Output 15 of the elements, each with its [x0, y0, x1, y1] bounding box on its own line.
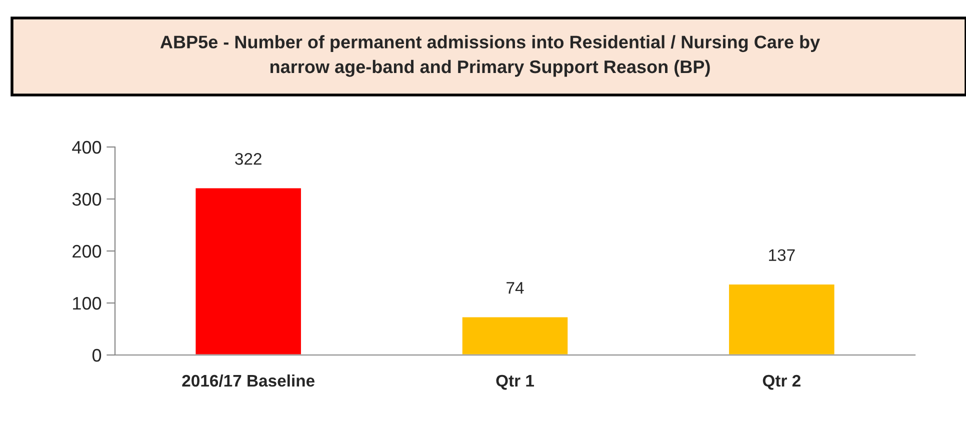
x-tick-label: Qtr 2 — [762, 374, 800, 390]
y-tick-label: 400 — [72, 140, 102, 154]
x-tick-label: 2016/17 Baseline — [182, 374, 314, 387]
data-label: 322 — [235, 153, 262, 165]
bar — [460, 316, 570, 355]
bar — [194, 186, 302, 355]
data-label: 137 — [769, 249, 795, 262]
x-tick-label: Qtr 1 — [496, 374, 534, 390]
chart-title: ABP5e - Number of permanent admissions into Residential / Nursing Care by narrow age-band and Primary Support Reason (BP) — [160, 35, 820, 77]
y-tick-label: 200 — [72, 244, 102, 258]
data-label: 74 — [506, 282, 524, 294]
bar — [728, 283, 836, 355]
y-tick-label: 100 — [73, 296, 102, 310]
y-tick-label: 300 — [72, 192, 102, 206]
y-tick-label: 0 — [92, 348, 102, 362]
